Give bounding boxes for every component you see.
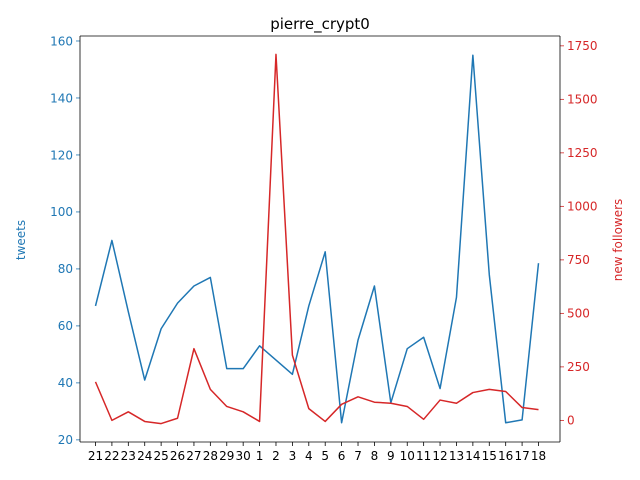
x-tick-label: 14 — [465, 449, 480, 463]
right-tick-label: 1750 — [567, 39, 598, 53]
left-tick-label: 60 — [58, 319, 73, 333]
right-tick-label: 750 — [567, 253, 590, 267]
x-tick-label: 21 — [88, 449, 103, 463]
right-y-axis: 0 250 500 750 1000 1250 1500 1750 — [560, 39, 598, 428]
x-tick-label: 16 — [498, 449, 513, 463]
left-tick-label: 80 — [58, 262, 73, 276]
x-tick-label: 4 — [305, 449, 313, 463]
x-tick-label: 18 — [531, 449, 546, 463]
left-tick-label: 100 — [50, 205, 73, 219]
x-tick-label: 29 — [219, 449, 234, 463]
right-tick-label: 0 — [567, 414, 575, 428]
series-line-0 — [94, 54, 540, 424]
x-axis: 21 22 23 24 25 26 27 28 29 30 1 2 3 4 5 6 7 8 9 10 11 12 13 14 1… — [88, 442, 546, 463]
right-tick-label: 1250 — [567, 146, 598, 160]
x-tick-label: 15 — [482, 449, 497, 463]
series-layer — [94, 53, 540, 425]
plot-frame — [79, 35, 561, 443]
left-tick-label: 140 — [50, 91, 73, 105]
x-tick-label: 2 — [272, 449, 280, 463]
x-tick-label: 10 — [400, 449, 415, 463]
x-tick-label: 6 — [338, 449, 346, 463]
x-tick-label: 30 — [236, 449, 251, 463]
chart-title: pierre_crypt0 — [270, 15, 370, 34]
x-tick-label: 5 — [321, 449, 329, 463]
left-tick-label: 120 — [50, 148, 73, 162]
series-line-1 — [94, 53, 539, 425]
left-y-axis: 20 40 60 80 100 120 140 160 — [50, 34, 80, 447]
x-tick-label: 12 — [432, 449, 447, 463]
x-tick-label: 23 — [121, 449, 136, 463]
x-tick-label: 9 — [387, 449, 395, 463]
x-tick-label: 22 — [104, 449, 119, 463]
x-tick-label: 8 — [371, 449, 379, 463]
left-axis-label: tweets — [14, 220, 28, 260]
x-tick-label: 27 — [186, 449, 201, 463]
left-tick-label: 160 — [50, 34, 73, 48]
x-tick-label: 28 — [203, 449, 218, 463]
x-tick-label: 17 — [514, 449, 529, 463]
left-tick-label: 20 — [58, 433, 73, 447]
right-tick-label: 500 — [567, 307, 590, 321]
right-tick-label: 1500 — [567, 93, 598, 107]
x-tick-label: 25 — [153, 449, 168, 463]
x-tick-label: 24 — [137, 449, 152, 463]
x-tick-label: 1 — [256, 449, 264, 463]
left-tick-label: 40 — [58, 376, 73, 390]
x-tick-label: 11 — [416, 449, 431, 463]
x-tick-label: 3 — [289, 449, 297, 463]
x-tick-label: 26 — [170, 449, 185, 463]
right-tick-label: 1000 — [567, 200, 598, 214]
right-axis-label: new followers — [611, 199, 625, 282]
x-tick-label: 13 — [449, 449, 464, 463]
right-tick-label: 250 — [567, 360, 590, 374]
x-tick-label: 7 — [354, 449, 362, 463]
